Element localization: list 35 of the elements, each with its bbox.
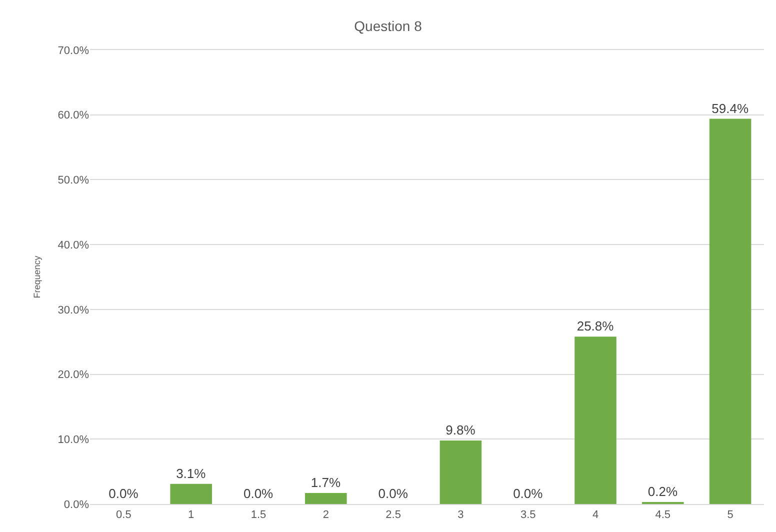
- data-label: 9.8%: [446, 422, 476, 438]
- x-tick-label: 2.5: [386, 509, 401, 522]
- y-axis-title: Frequency: [32, 255, 42, 298]
- y-tick-label: 60.0%: [58, 110, 90, 122]
- y-tick-label: 0.0%: [64, 498, 90, 511]
- data-label: 0.0%: [243, 486, 274, 501]
- data-label: 59.4%: [712, 100, 749, 116]
- chart-title: Question 8: [354, 18, 422, 34]
- x-tick-label: 1.5: [250, 509, 266, 522]
- y-tick-label: 10.0%: [58, 434, 90, 446]
- x-tick-label: 0.5: [116, 509, 132, 522]
- y-tick-label: 70.0%: [58, 44, 90, 57]
- x-tick-label: 4: [592, 509, 599, 522]
- y-tick-label: 30.0%: [58, 304, 90, 316]
- data-label: 3.1%: [176, 466, 206, 481]
- bar: [305, 492, 347, 504]
- bar: [440, 440, 482, 504]
- y-tick-label: 20.0%: [58, 369, 90, 382]
- x-tick-label: 2: [322, 509, 329, 522]
- data-label: 0.0%: [108, 486, 139, 501]
- y-tick-label: 40.0%: [58, 239, 90, 252]
- x-tick-label: 4.5: [655, 509, 671, 522]
- bar: [574, 336, 616, 504]
- data-label: 0.2%: [648, 484, 678, 499]
- data-label: 25.8%: [576, 318, 614, 334]
- bar: [170, 484, 212, 504]
- data-label: 0.0%: [513, 486, 544, 501]
- x-tick-label: 3: [458, 509, 464, 522]
- x-tick-label: 5: [727, 509, 734, 522]
- data-label: 0.0%: [378, 486, 408, 501]
- y-tick-label: 50.0%: [58, 174, 90, 187]
- data-label: 1.7%: [310, 474, 341, 490]
- x-tick-label: 3.5: [520, 509, 536, 522]
- x-tick-label: 1: [188, 509, 194, 522]
- bar: [709, 118, 752, 504]
